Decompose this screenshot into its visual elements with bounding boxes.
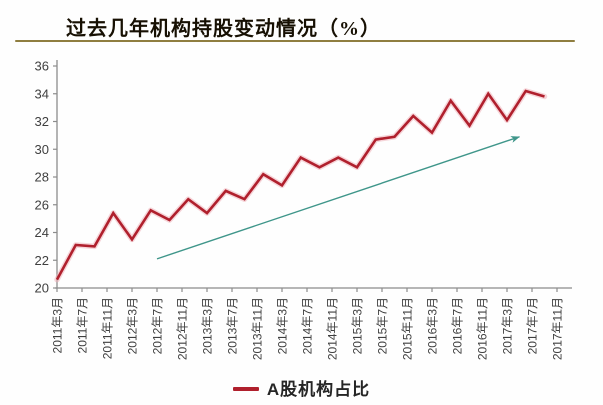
x-axis-tick-label: 2013年3月	[201, 297, 215, 354]
x-axis-tick-label: 2012年7月	[151, 297, 165, 354]
legend-label: A股机构占比	[266, 379, 371, 399]
y-axis-tick-label: 32	[35, 114, 49, 129]
y-axis-tick-label: 26	[35, 197, 49, 212]
y-axis-tick-label: 22	[35, 253, 49, 268]
x-axis-tick-label: 2016年11月	[476, 297, 490, 360]
x-axis-tick-label: 2014年3月	[276, 297, 290, 354]
x-axis-tick-label: 2017年7月	[526, 297, 540, 354]
x-axis-tick-label: 2015年3月	[351, 297, 365, 354]
x-axis-tick-label: 2012年3月	[126, 297, 140, 354]
x-axis-tick-label: 2017年11月	[551, 297, 565, 360]
y-axis-tick-label: 34	[35, 86, 49, 101]
x-axis-tick-label: 2017年3月	[501, 297, 515, 354]
y-axis-tick-label: 28	[35, 170, 49, 185]
chart-legend: A股机构占比	[0, 377, 603, 401]
x-axis-tick-label: 2013年11月	[251, 297, 265, 360]
x-axis-tick-label: 2015年7月	[376, 297, 390, 354]
x-axis-tick-label: 2011年7月	[76, 297, 90, 353]
y-axis-tick-label: 36	[35, 59, 49, 74]
x-axis-tick-label: 2016年7月	[451, 297, 465, 354]
trend-arrow	[156, 136, 520, 260]
chart-title: 过去几年机构持股变动情况（%）	[66, 18, 381, 40]
series-line	[55, 89, 545, 281]
x-axis-tick-label: 2012年11月	[176, 297, 190, 360]
x-axis-tick-label: 2014年7月	[301, 297, 315, 354]
series-line-glow	[54, 88, 548, 283]
y-axis-tick-label: 24	[35, 225, 49, 240]
chart-canvas: 20 22 24 26 28 30 32 34 36 2011年3月 2011年7月 2011年11月…	[35, 59, 572, 360]
x-axis-tick-label: 2014年11月	[326, 297, 340, 360]
x-axis-tick-label: 2016年3月	[426, 297, 440, 354]
x-axis-tick-label: 2011年3月	[51, 297, 65, 353]
x-axis-tick-label: 2015年11月	[401, 297, 415, 360]
x-axis-tick-label: 2011年11月	[101, 297, 115, 359]
title-underline	[15, 40, 575, 42]
y-axis-tick-label: 30	[35, 142, 49, 157]
x-axis-tick-label: 2013年7月	[226, 297, 240, 354]
y-axis-tick-label: 20	[35, 281, 49, 296]
line-chart: 20 22 24 26 28 30 32 34 36 2011年3月 2011年7月 2011年11月…	[0, 44, 603, 376]
legend-line-swatch	[232, 387, 259, 391]
